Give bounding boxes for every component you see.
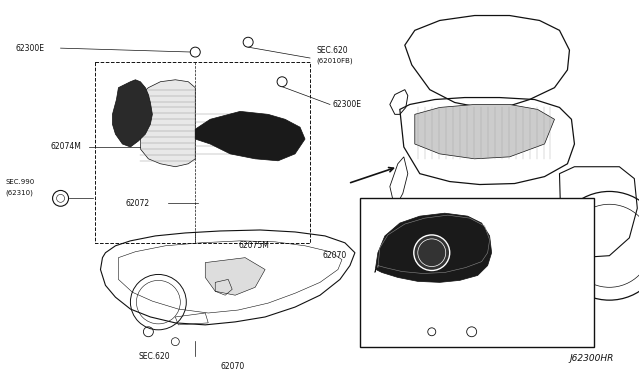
Polygon shape [205,258,265,295]
Ellipse shape [243,37,253,47]
Text: 62075M: 62075M [238,241,269,250]
Ellipse shape [52,190,68,206]
Text: R: R [466,326,469,331]
Ellipse shape [277,77,287,87]
Text: 62072: 62072 [125,199,150,208]
Text: (62010FB): (62010FB) [316,58,353,64]
Bar [95,62,310,243]
Bar [360,198,595,347]
Polygon shape [195,111,305,161]
Ellipse shape [414,235,450,270]
Text: 62300E: 62300E [333,100,362,109]
Text: 62070: 62070 [220,362,244,371]
Text: NISMO: NISMO [365,204,394,213]
Text: (2): (2) [486,331,497,338]
Text: (62310+A): (62310+A) [365,331,403,338]
Polygon shape [415,105,554,159]
Text: 62070: 62070 [323,251,347,260]
Text: 62300E: 62300E [15,44,45,52]
Text: 62074M: 62074M [51,142,81,151]
Ellipse shape [467,327,477,337]
Polygon shape [375,213,492,282]
Ellipse shape [190,47,200,57]
Polygon shape [113,80,152,147]
Text: J62300HR: J62300HR [570,354,614,363]
Polygon shape [140,80,195,167]
Text: SEC.990: SEC.990 [6,179,35,185]
Text: 08540-3105A: 08540-3105A [479,322,526,328]
Text: SEC.620: SEC.620 [316,46,348,55]
Text: (62310): (62310) [6,189,33,196]
Ellipse shape [428,328,436,336]
Text: SEC.620: SEC.620 [138,352,170,361]
Text: SEC.990: SEC.990 [365,322,394,328]
